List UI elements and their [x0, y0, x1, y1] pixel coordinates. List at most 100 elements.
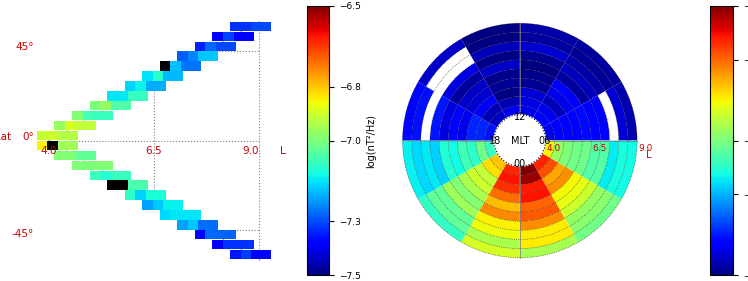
Text: -45°: -45° — [12, 229, 34, 239]
Bar — [128, 91, 148, 101]
Wedge shape — [520, 96, 542, 110]
Wedge shape — [569, 190, 613, 234]
Wedge shape — [485, 140, 497, 158]
Bar — [58, 141, 78, 150]
Bar — [195, 42, 215, 51]
Text: 00: 00 — [514, 159, 526, 169]
Bar — [65, 121, 85, 130]
Wedge shape — [520, 106, 537, 118]
Wedge shape — [582, 140, 601, 181]
Bar — [111, 101, 131, 110]
Bar — [125, 81, 144, 91]
Bar — [216, 42, 236, 51]
Wedge shape — [450, 176, 484, 210]
Wedge shape — [458, 79, 488, 109]
Bar — [163, 200, 183, 210]
Bar — [135, 190, 156, 200]
Wedge shape — [558, 114, 573, 140]
Text: 9.0: 9.0 — [638, 144, 653, 153]
Wedge shape — [462, 23, 520, 47]
Text: MLat: MLat — [0, 132, 10, 142]
Wedge shape — [448, 140, 466, 176]
Bar — [65, 151, 85, 160]
Wedge shape — [550, 119, 564, 140]
Bar — [100, 101, 120, 110]
Wedge shape — [520, 163, 537, 175]
Wedge shape — [450, 71, 484, 105]
Wedge shape — [430, 96, 450, 140]
Bar — [251, 22, 271, 31]
Wedge shape — [574, 194, 622, 242]
Bar — [37, 141, 57, 150]
Wedge shape — [565, 55, 606, 96]
Wedge shape — [613, 82, 637, 140]
Bar — [177, 220, 197, 230]
Bar — [146, 190, 166, 200]
Bar — [72, 111, 92, 121]
Wedge shape — [520, 69, 556, 87]
Wedge shape — [560, 63, 598, 100]
Wedge shape — [520, 226, 574, 249]
Wedge shape — [484, 69, 520, 87]
Wedge shape — [411, 140, 434, 194]
Wedge shape — [434, 185, 475, 226]
Wedge shape — [520, 23, 578, 47]
Bar — [107, 91, 127, 101]
Wedge shape — [520, 234, 578, 258]
Wedge shape — [462, 234, 520, 258]
Wedge shape — [402, 82, 426, 140]
Bar — [177, 51, 197, 61]
Wedge shape — [520, 218, 569, 239]
Wedge shape — [520, 42, 569, 63]
Wedge shape — [537, 102, 558, 123]
Wedge shape — [606, 87, 628, 140]
Bar — [171, 210, 190, 219]
Wedge shape — [439, 140, 458, 181]
Wedge shape — [533, 110, 550, 128]
Wedge shape — [550, 140, 564, 162]
Text: L: L — [646, 150, 652, 160]
Wedge shape — [520, 171, 542, 185]
Text: L: L — [280, 146, 286, 157]
Wedge shape — [430, 140, 450, 185]
Bar — [93, 160, 113, 170]
Bar — [206, 230, 225, 239]
Wedge shape — [467, 140, 482, 167]
Bar — [188, 220, 208, 230]
Wedge shape — [467, 114, 482, 140]
Wedge shape — [482, 158, 503, 179]
Wedge shape — [458, 109, 473, 140]
Wedge shape — [488, 187, 520, 203]
Bar — [125, 190, 144, 200]
Wedge shape — [402, 140, 426, 199]
Wedge shape — [426, 190, 470, 234]
Bar — [160, 210, 180, 219]
Wedge shape — [476, 140, 489, 162]
Bar — [223, 240, 243, 249]
Wedge shape — [556, 176, 589, 210]
Wedge shape — [470, 42, 520, 63]
Bar — [117, 91, 138, 101]
Bar — [230, 250, 250, 259]
Wedge shape — [520, 187, 551, 203]
Wedge shape — [475, 210, 520, 230]
Wedge shape — [574, 105, 592, 140]
Wedge shape — [473, 162, 497, 187]
Wedge shape — [533, 153, 550, 171]
Bar — [100, 171, 120, 180]
Wedge shape — [582, 100, 601, 140]
Wedge shape — [565, 185, 606, 226]
Bar — [251, 250, 271, 259]
Wedge shape — [489, 153, 507, 171]
Wedge shape — [466, 167, 493, 194]
Wedge shape — [421, 140, 442, 190]
Wedge shape — [475, 51, 520, 71]
Wedge shape — [411, 87, 434, 140]
Bar — [76, 121, 96, 130]
Bar — [241, 250, 260, 259]
Wedge shape — [542, 94, 566, 119]
Wedge shape — [589, 140, 610, 185]
Bar — [171, 62, 190, 71]
Wedge shape — [473, 94, 497, 119]
Bar — [142, 200, 162, 210]
